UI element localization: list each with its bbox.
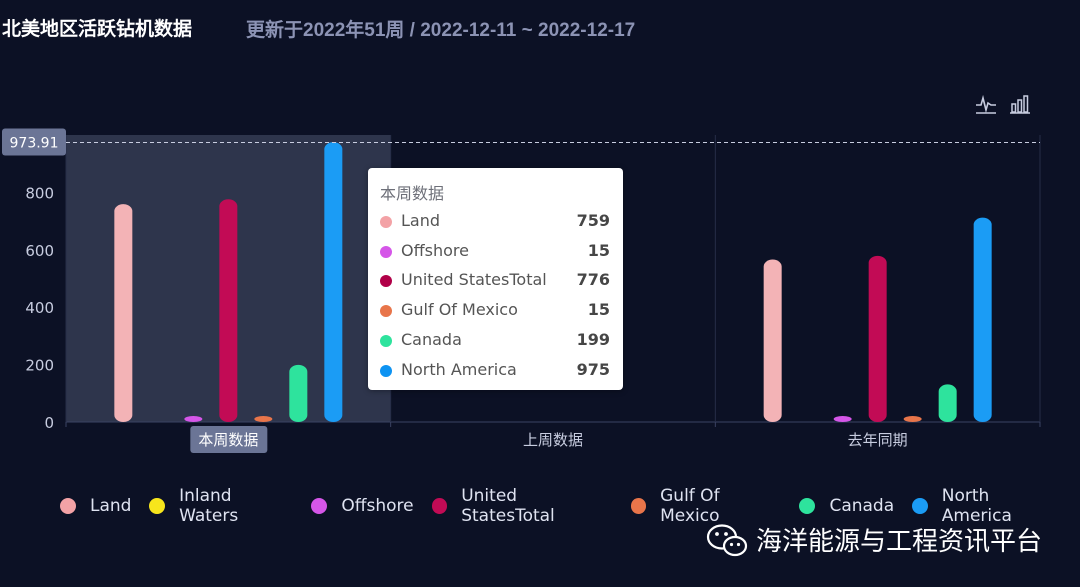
- tooltip-series-value: 759: [576, 211, 610, 230]
- bar-chart: 02004006008001000本周数据上周数据去年同期 973.91: [2, 127, 1041, 453]
- legend-marker: [149, 498, 166, 514]
- legend-marker: [799, 498, 816, 514]
- axis-pointer-label-bg: [2, 128, 66, 156]
- bar: [289, 364, 308, 422]
- legend-marker: [912, 498, 928, 514]
- chart-tooltip: 本周数据 Land 759 Offshore 15 United StatesT…: [368, 168, 623, 390]
- tooltip-marker: [380, 365, 392, 377]
- tooltip-series-name: Gulf Of Mexico: [401, 300, 518, 319]
- tooltip-series-value: 15: [587, 300, 610, 319]
- legend-item-offshore[interactable]: Offshore: [311, 496, 414, 516]
- bar: [254, 416, 273, 422]
- bar: [219, 199, 238, 422]
- bar: [833, 416, 852, 422]
- bar: [184, 416, 203, 422]
- legend-label: North America: [941, 486, 1012, 526]
- y-tick-label: 800: [25, 184, 54, 202]
- legend-marker: [60, 498, 76, 514]
- line-chart-icon[interactable]: [974, 92, 998, 116]
- axis-pointer-label: 973.91: [10, 135, 59, 151]
- tooltip-row: Land 759: [380, 210, 610, 236]
- legend-label: Gulf Of Mexico: [660, 486, 720, 526]
- chart-subtitle: 更新于2022年51周 / 2022-12-11 ~ 2022-12-17: [246, 20, 636, 41]
- tooltip-marker: [380, 335, 392, 347]
- tooltip-series-name: Land: [401, 211, 441, 230]
- legend-label: Inland Waters: [179, 486, 239, 526]
- tooltip-row: North America 975: [380, 359, 610, 385]
- legend-label: Land: [90, 496, 132, 516]
- x-tick-label: 去年同期: [848, 431, 908, 449]
- chart-legend: Land Inland Waters Offshore United State…: [60, 486, 1080, 526]
- y-tick-label: 200: [25, 357, 54, 375]
- bar-chart-icon[interactable]: [1008, 92, 1032, 116]
- y-tick-label: 400: [25, 299, 54, 317]
- legend-label: United StatesTotal: [461, 486, 555, 526]
- bar: [763, 259, 782, 422]
- tooltip-title: 本周数据: [380, 184, 445, 203]
- legend-label: Offshore: [341, 496, 414, 516]
- tooltip-series-name: Canada: [401, 330, 462, 349]
- bar: [973, 217, 992, 422]
- x-label-highlight: [190, 426, 268, 453]
- tooltip-marker: [380, 216, 392, 228]
- watermark-text: 海洋能源与工程资讯平台: [756, 526, 1043, 556]
- tooltip-marker: [380, 305, 392, 317]
- tooltip-series-value: 15: [587, 241, 610, 260]
- tooltip-series-name: Offshore: [401, 241, 469, 260]
- bar: [114, 204, 133, 422]
- tooltip-series-name: North America: [401, 360, 517, 379]
- legend-marker: [630, 498, 647, 514]
- legend-item-inland-waters[interactable]: Inland Waters: [149, 486, 293, 526]
- y-tick-label: 0: [44, 414, 54, 432]
- tooltip-series-name: United StatesTotal: [401, 270, 547, 289]
- tooltip-series-value: 199: [576, 330, 610, 349]
- x-tick-label: 本周数据: [198, 431, 258, 449]
- legend-item-canada[interactable]: Canada: [799, 496, 894, 516]
- tooltip-series-value: 975: [576, 360, 610, 379]
- tooltip-row: Gulf Of Mexico 15: [380, 299, 610, 325]
- x-tick-label: 上周数据: [523, 431, 583, 449]
- bar: [324, 142, 343, 423]
- tooltip-row: Canada 199: [380, 329, 610, 355]
- watermark: 海洋能源与工程资讯平台: [706, 521, 1042, 558]
- y-tick-label: 600: [25, 242, 54, 260]
- tooltip-marker: [380, 246, 392, 258]
- legend-item-north-america[interactable]: North America: [912, 486, 1062, 526]
- legend-marker: [431, 498, 448, 514]
- tooltip-series-value: 776: [576, 270, 610, 289]
- legend-label: Canada: [829, 496, 895, 516]
- legend-item-united-states-total[interactable]: United StatesTotal: [431, 486, 613, 526]
- wechat-icon: [706, 523, 748, 556]
- legend-item-land[interactable]: Land: [60, 496, 131, 516]
- bar: [938, 384, 957, 422]
- legend-item-gulf-of-mexico[interactable]: Gulf Of Mexico: [630, 486, 782, 526]
- chart-title: 北美地区活跃钻机数据: [2, 19, 193, 40]
- tooltip-marker: [380, 275, 392, 287]
- bar: [903, 416, 922, 422]
- legend-marker: [311, 498, 328, 514]
- tooltip-row: Offshore 15: [380, 240, 610, 266]
- bar: [868, 255, 887, 422]
- tooltip-row: United StatesTotal 776: [380, 269, 610, 295]
